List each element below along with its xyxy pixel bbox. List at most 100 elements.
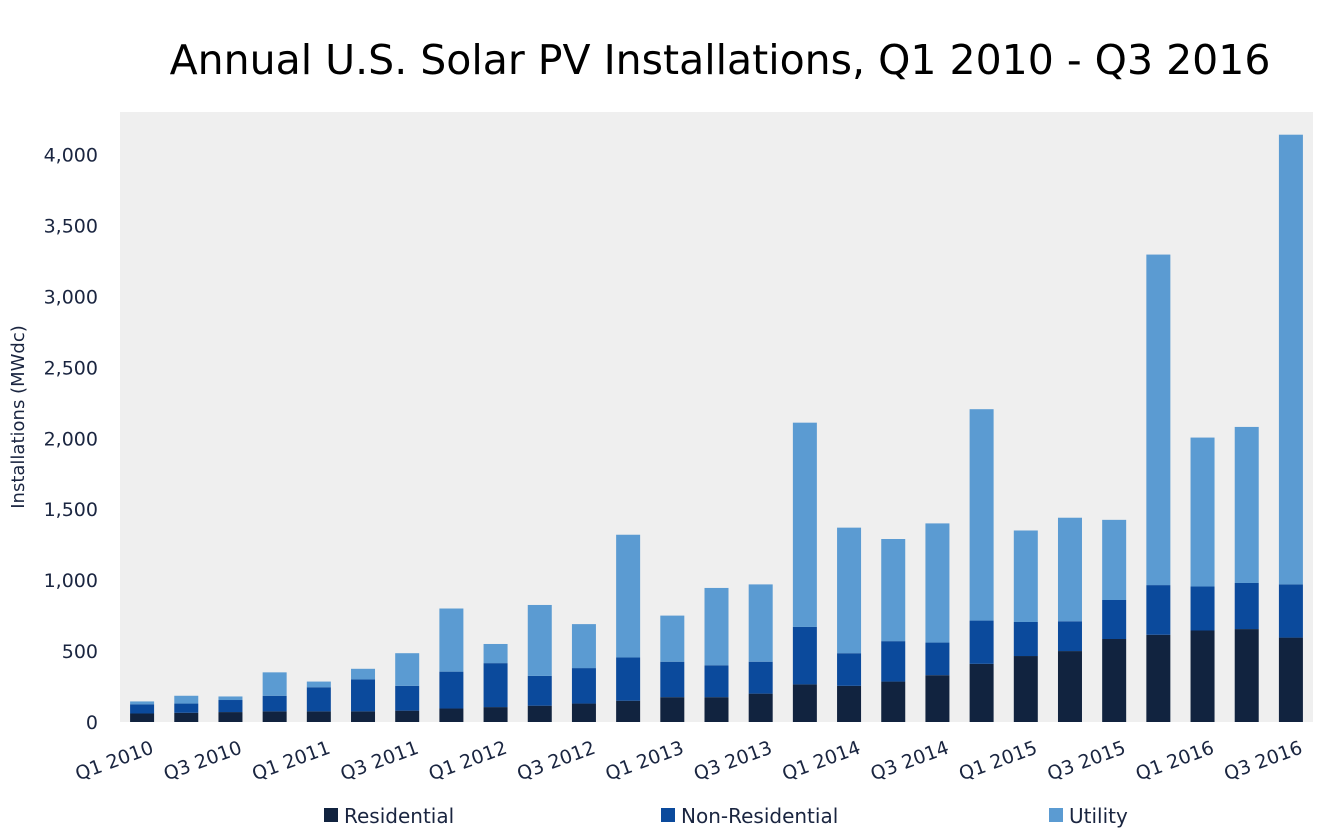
bar-non-residential-q2-2016 [1234,582,1259,630]
bar-utility-q1-2015 [1013,530,1038,622]
bar-non-residential-q4-2012 [616,657,641,701]
x-tick-label: Q1 2013 [603,737,687,786]
legend-swatch-utility [1049,808,1063,822]
bar-residential-q4-2011 [439,708,464,722]
bar-utility-q1-2014 [837,527,862,654]
x-tick-label: Q1 2014 [779,737,863,786]
bar-residential-q4-2014 [969,663,994,722]
bar-residential-q2-2013 [704,697,729,722]
y-tick-label: 4,000 [44,145,98,167]
bar-non-residential-q3-2014 [925,642,950,676]
y-tick-label: 0 [86,712,98,734]
bar-non-residential-q1-2012 [483,663,508,708]
y-tick-labels: 0 500 1,000 1,500 2,000 2,500 3,000 3,500 4,000 [44,145,98,734]
bar-residential-q2-2010 [174,712,199,722]
bar-non-residential-q3-2011 [395,685,420,711]
y-axis-label: Installations (MWdc) [8,325,29,509]
bar-non-residential-q2-2015 [1057,621,1082,652]
y-tick-label: 1,000 [44,570,98,592]
x-tick-labels: Q1 2010 Q3 2010 Q1 2011 Q3 2011 Q1 2012 Q3 20… [72,737,1305,786]
legend-label-utility: Utility [1069,804,1128,828]
x-tick-label: Q3 2012 [514,737,598,786]
bar-utility-q2-2014 [881,539,906,642]
bar-residential-q3-2014 [925,675,950,722]
bar-residential-q2-2012 [527,705,552,722]
x-tick-label: Q1 2011 [249,737,333,786]
x-tick-label: Q3 2014 [868,737,952,786]
bar-utility-q2-2010 [174,695,199,704]
x-tick-label: Q3 2016 [1221,737,1305,786]
bar-residential-q3-2013 [748,693,773,722]
bar-residential-q4-2015 [1146,634,1171,722]
x-tick-label: Q1 2012 [426,737,510,786]
bar-residential-q2-2014 [881,681,906,722]
bar-utility-q1-2016 [1190,437,1215,587]
x-tick-label: Q3 2013 [691,737,775,786]
bar-non-residential-q1-2016 [1190,586,1215,631]
bar-non-residential-q4-2011 [439,671,464,709]
bar-utility-q4-2011 [439,608,464,672]
bar-utility-q3-2012 [571,624,596,669]
bar-non-residential-q2-2014 [881,641,906,682]
bar-utility-q3-2010 [218,696,243,701]
bar-non-residential-q2-2011 [351,679,376,712]
legend: Residential Non-Residential Utility [324,804,1128,828]
bar-utility-q3-2014 [925,523,950,643]
bar-non-residential-q1-2013 [660,661,685,698]
bar-utility-q4-2014 [969,409,994,621]
legend-label-residential: Residential [344,804,454,828]
bar-utility-q1-2010 [130,701,155,705]
bar-residential-q1-2015 [1013,656,1038,722]
bar-non-residential-q1-2010 [130,704,155,714]
y-tick-label: 3,500 [44,215,98,237]
bar-utility-q3-2011 [395,653,420,686]
bar-non-residential-q4-2015 [1146,585,1171,635]
x-tick-label: Q1 2010 [72,737,156,786]
bar-utility-q3-2016 [1278,134,1303,585]
bar-non-residential-q2-2012 [527,675,552,706]
chart-title: Annual U.S. Solar PV Installations, Q1 2… [169,36,1271,84]
bar-non-residential-q2-2013 [704,665,729,698]
bar-residential-q2-2015 [1057,651,1082,722]
bar-residential-q1-2011 [306,711,331,722]
bar-residential-q1-2012 [483,707,508,722]
legend-label-non-residential: Non-Residential [681,804,838,828]
bar-non-residential-q2-2010 [174,703,199,713]
bar-utility-q2-2016 [1234,426,1259,583]
x-tick-label: Q1 2016 [1133,737,1217,786]
bar-utility-q2-2015 [1057,517,1082,622]
bar-utility-q4-2012 [616,534,641,658]
bar-residential-q1-2016 [1190,630,1215,722]
bar-utility-q2-2011 [351,668,376,680]
bar-residential-q3-2016 [1278,637,1303,722]
bar-non-residential-q3-2010 [218,700,243,713]
bar-residential-q3-2010 [218,712,243,722]
bar-residential-q3-2012 [571,703,596,722]
bar-non-residential-q3-2013 [748,661,773,694]
bar-residential-q4-2012 [616,700,641,722]
bar-utility-q1-2011 [306,681,331,688]
y-tick-label: 3,000 [44,286,98,308]
legend-swatch-residential [324,808,338,822]
y-tick-label: 2,500 [44,357,98,379]
bar-residential-q2-2016 [1234,629,1259,722]
bar-residential-q3-2015 [1102,639,1127,722]
bar-non-residential-q4-2013 [792,626,817,685]
x-tick-label: Q3 2010 [161,737,245,786]
bar-non-residential-q1-2015 [1013,621,1038,657]
x-tick-label: Q3 2015 [1044,737,1128,786]
bars-group [130,134,1303,722]
bar-residential-q1-2014 [837,685,862,722]
bar-residential-q4-2013 [792,684,817,722]
bar-non-residential-q3-2012 [571,668,596,704]
bar-residential-q3-2011 [395,710,420,722]
y-tick-label: 2,000 [44,428,98,450]
bar-residential-q1-2013 [660,697,685,722]
x-tick-label: Q1 2015 [956,737,1040,786]
bar-non-residential-q3-2015 [1102,600,1127,640]
bar-residential-q2-2011 [351,711,376,722]
bar-utility-q4-2013 [792,422,817,627]
bar-residential-q1-2010 [130,713,155,722]
y-tick-label: 1,500 [44,499,98,521]
